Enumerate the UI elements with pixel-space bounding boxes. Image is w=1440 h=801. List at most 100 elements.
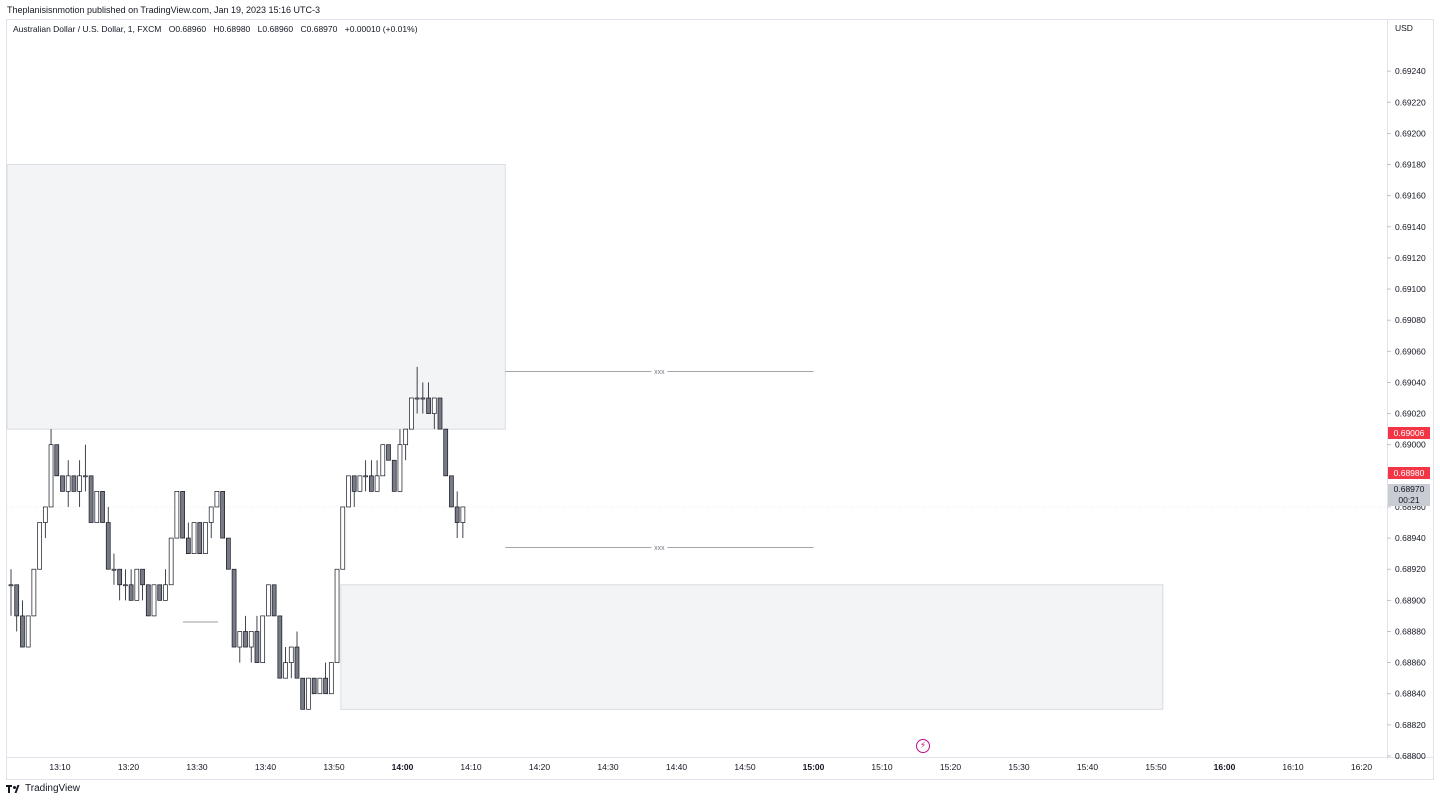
x-tick-label: 15:00: [803, 762, 825, 772]
candle-body: [426, 397, 431, 414]
candle-body: [317, 677, 323, 695]
candle-body: [25, 615, 31, 648]
candle-body: [454, 506, 460, 523]
y-tick-label: 0.69240: [1395, 66, 1426, 76]
x-tick-label: 15:10: [871, 762, 893, 772]
candle-body: [237, 631, 243, 648]
candle-body: [311, 677, 317, 695]
candle-body: [334, 568, 340, 663]
x-tick-label: 13:40: [255, 762, 277, 772]
x-tick-label: 14:30: [597, 762, 619, 772]
candle-body: [254, 631, 260, 663]
x-tick-label: 13:30: [186, 762, 208, 772]
symbol-label[interactable]: Australian Dollar / U.S. Dollar, 1, FXCM: [13, 24, 162, 34]
candle-body: [163, 584, 168, 601]
candle-body: [288, 646, 294, 663]
y-tick-label: 0.68860: [1395, 658, 1426, 668]
candle-body: [157, 584, 163, 601]
candle-body: [409, 397, 414, 430]
candle-body: [437, 397, 443, 430]
y-tick-label: 0.69020: [1395, 409, 1426, 419]
candle-body: [48, 444, 54, 508]
y-tick-label: 0.68900: [1395, 595, 1426, 605]
candle-body: [271, 584, 277, 617]
bottom-border: [6, 779, 1434, 780]
candle-body: [134, 568, 140, 601]
candle-body: [208, 506, 214, 523]
range-label: xxx: [654, 369, 665, 376]
x-tick-label: 15:50: [1145, 762, 1167, 772]
candle-body: [100, 491, 105, 523]
candle-body: [260, 615, 266, 663]
candle-body: [88, 475, 94, 523]
candle-body: [283, 662, 288, 679]
candle-body: [391, 459, 397, 492]
x-tick-label: 13:20: [118, 762, 140, 772]
x-tick-label: 15:30: [1008, 762, 1030, 772]
candle-body: [180, 491, 185, 539]
candle-body: [346, 475, 351, 508]
candle-body: [168, 537, 174, 586]
y-tick-label: 0.69140: [1395, 222, 1426, 232]
high-value: H0.68980: [213, 24, 251, 34]
candle-body: [42, 506, 48, 523]
x-tick-label: 16:10: [1282, 762, 1304, 772]
currency-label[interactable]: USD: [1395, 23, 1413, 33]
x-tick-label: 16:00: [1214, 762, 1236, 772]
candle-body: [351, 475, 357, 492]
candle-body: [397, 444, 403, 492]
x-tick-label: 14:00: [392, 762, 414, 772]
candle-body: [71, 475, 77, 492]
published-header: Theplanisisnmotion published on TradingV…: [7, 5, 321, 15]
x-tick-label: 13:10: [49, 762, 71, 772]
x-tick-label: 14:50: [734, 762, 756, 772]
candle-body: [226, 537, 231, 570]
supply-demand-zone: [6, 164, 506, 430]
y-tick-label: 0.69000: [1395, 440, 1426, 450]
candle-body: [300, 677, 306, 710]
candle-body: [197, 522, 203, 555]
candle-body: [14, 584, 20, 617]
y-tick-label: 0.69080: [1395, 315, 1426, 325]
candle-body: [374, 475, 380, 492]
candle-body: [231, 568, 237, 648]
price-tag-red-second: 0.68980: [1388, 467, 1430, 479]
candle-body: [145, 584, 151, 617]
y-tick-label: 0.69200: [1395, 128, 1426, 138]
y-tick-label: 0.69180: [1395, 160, 1426, 170]
candle-body: [185, 537, 191, 555]
candle-body: [37, 522, 42, 570]
candle-body: [363, 475, 368, 478]
candle-body: [214, 491, 220, 508]
footer-brand[interactable]: TradingView: [6, 781, 80, 797]
candle-body: [243, 631, 248, 648]
candle-body: [20, 615, 25, 648]
candle-body: [8, 584, 14, 587]
lightning-bolt-icon[interactable]: ⚡: [916, 739, 930, 753]
range-label: xxx: [654, 545, 665, 552]
y-tick-label: 0.69160: [1395, 191, 1426, 201]
candle-body: [117, 568, 123, 586]
candle-body: [191, 522, 197, 555]
x-tick-label: 14:20: [529, 762, 551, 772]
top-border: [6, 19, 1434, 20]
candle-body: [151, 584, 157, 617]
candle-body: [306, 677, 311, 710]
tradingview-logo-icon: [6, 784, 22, 794]
y-tick-label: 0.68880: [1395, 626, 1426, 636]
y-tick-label: 0.68960: [1395, 502, 1426, 512]
candle-body: [386, 444, 391, 461]
time-axis-border: [6, 757, 1434, 758]
candle-body: [128, 584, 134, 601]
candle-body: [203, 522, 208, 555]
change-value: +0.00010 (+0.01%): [344, 24, 418, 34]
low-value: L0.68960: [257, 24, 294, 34]
candle-body: [105, 522, 111, 570]
y-tick-label: 0.68840: [1395, 689, 1426, 699]
candle-body: [380, 444, 386, 477]
bar-countdown: 00:21: [1398, 495, 1420, 505]
candle-body: [449, 475, 454, 508]
candle-body: [123, 584, 128, 587]
left-border: [6, 19, 7, 780]
